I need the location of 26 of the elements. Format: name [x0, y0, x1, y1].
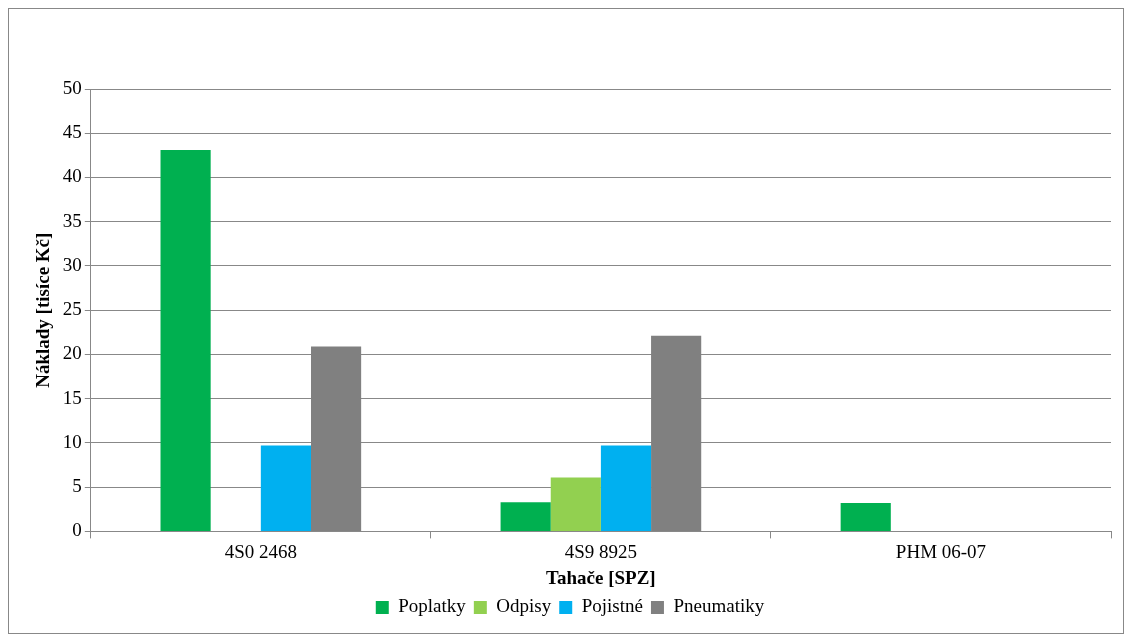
x-axis-title: Tahače [SPZ] [546, 566, 656, 588]
y-tick-label: 10 [62, 430, 82, 452]
bar [550, 477, 601, 531]
y-tick-label: 45 [62, 121, 82, 143]
bar [260, 445, 311, 531]
y-tick-label: 5 [72, 475, 82, 497]
y-tick-label: 0 [72, 519, 82, 541]
bar [160, 150, 211, 531]
x-tick-label: 4S9 8925 [564, 540, 638, 562]
legend-label: Odpisy [496, 595, 552, 617]
legend-label: Pneumatiky [673, 595, 765, 617]
y-tick-label: 50 [62, 76, 82, 98]
x-tick-label: 4S0 2468 [224, 540, 297, 562]
bar [500, 502, 551, 531]
y-tick-label: 35 [62, 209, 82, 231]
y-tick-label: 40 [62, 165, 82, 187]
y-tick-label: 15 [62, 386, 82, 408]
legend-label: Poplatky [398, 595, 467, 617]
legend-label: Pojistné [581, 595, 643, 617]
y-tick-label: 25 [62, 298, 82, 320]
bar [600, 445, 652, 531]
y-tick-label: 20 [62, 342, 82, 364]
y-tick-label: 30 [62, 253, 82, 275]
x-tick-label: PHM 06-07 [895, 540, 987, 562]
y-axis-title: Náklady [tisíce Kč] [32, 232, 54, 388]
bar [840, 503, 891, 531]
